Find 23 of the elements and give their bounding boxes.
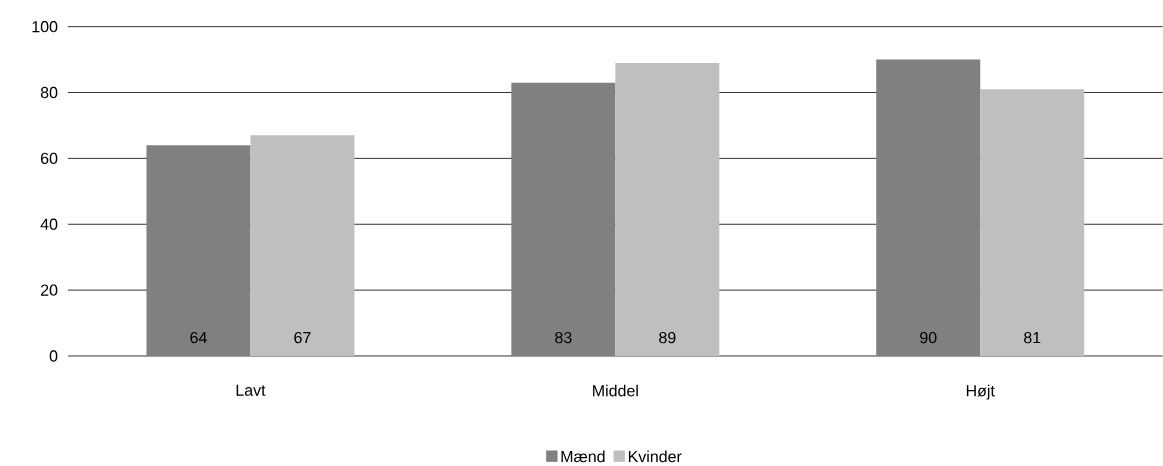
data-label: 64 <box>190 331 207 344</box>
y-tick-label: 20 <box>40 284 58 296</box>
bar <box>876 59 981 356</box>
data-label: 90 <box>920 331 937 344</box>
y-tick-label: 40 <box>40 218 58 230</box>
data-label: 83 <box>555 331 572 344</box>
legend-label: Mænd <box>561 450 605 463</box>
data-label: 67 <box>294 331 311 344</box>
x-tick-label: Højt <box>966 384 995 400</box>
data-label: 81 <box>1024 331 1041 344</box>
x-tick-label: Middel <box>593 384 638 397</box>
data-label: 89 <box>659 331 676 344</box>
bar <box>511 82 616 356</box>
legend-label: Kvinder <box>628 450 682 463</box>
bar <box>250 135 355 356</box>
y-tick-label: 0 <box>49 350 58 362</box>
y-tick-label: 100 <box>32 21 58 33</box>
bar <box>980 89 1085 356</box>
bar <box>615 62 720 356</box>
x-tick-label: Lavt <box>236 384 266 396</box>
y-tick-label: 80 <box>40 86 58 99</box>
bar <box>146 145 251 356</box>
y-tick-label: 60 <box>40 152 58 165</box>
